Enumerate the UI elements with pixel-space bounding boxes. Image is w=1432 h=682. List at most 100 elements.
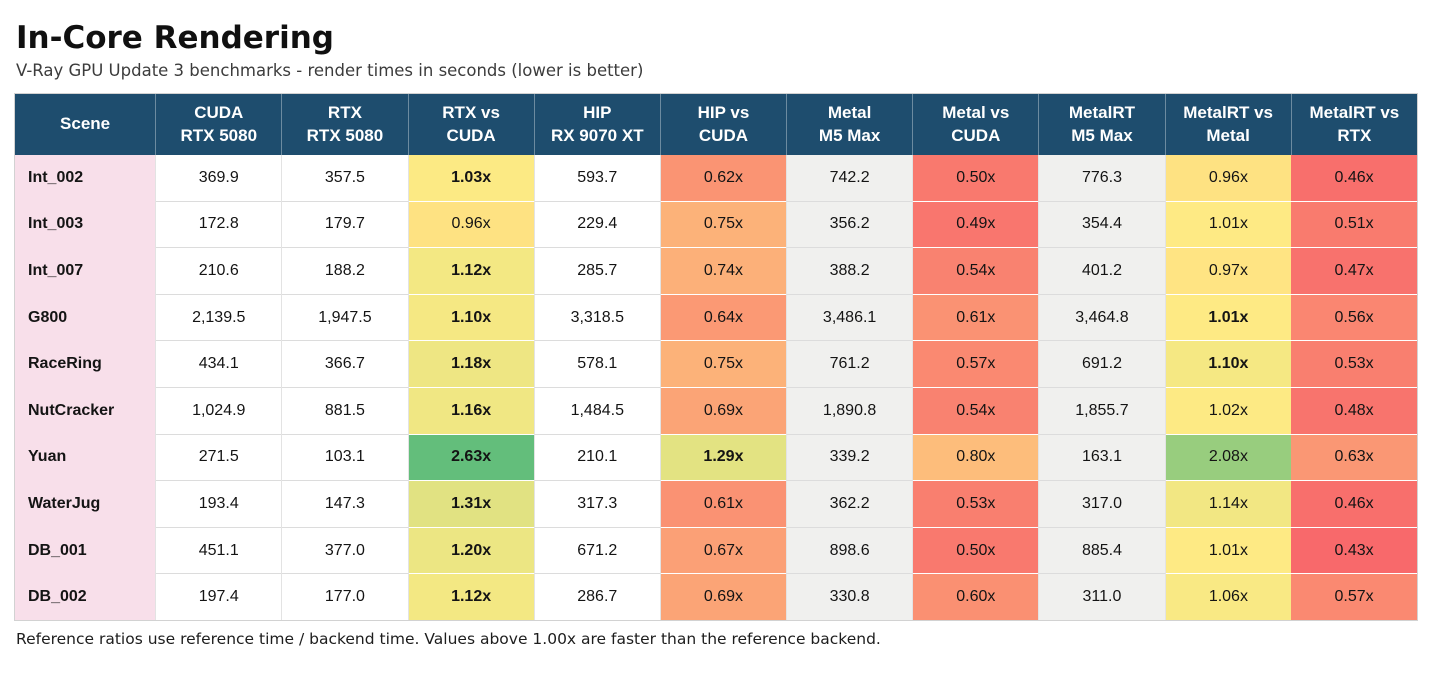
time-cell-metalrt-m5max: 163.1 — [1038, 433, 1166, 481]
time-cell-metalrt-m5max: 354.4 — [1038, 200, 1166, 248]
time-cell-metalrt-m5max: 1,855.7 — [1038, 386, 1166, 435]
ratio-cell-metalrt-vs-rtx: 0.46x — [1291, 480, 1417, 528]
column-header-metalrt-vs-metal: MetalRT vs Metal — [1164, 94, 1292, 155]
column-header-hip-vs-cuda: HIP vs CUDA — [659, 94, 787, 155]
time-cell-metalrt-m5max: 885.4 — [1038, 526, 1166, 574]
time-cell-hip-rx9070xt: 578.1 — [533, 340, 661, 388]
column-header-cuda-rtx5080: CUDA RTX 5080 — [155, 94, 282, 155]
time-cell-rtx-rtx5080: 147.3 — [281, 480, 409, 528]
ratio-cell-metalrt-vs-metal: 2.08x — [1165, 433, 1292, 481]
time-cell-cuda-rtx5080: 197.4 — [155, 573, 283, 620]
ratio-cell-metalrt-vs-metal: 1.01x — [1165, 526, 1292, 574]
time-cell-cuda-rtx5080: 451.1 — [155, 526, 283, 574]
ratio-cell-metal-vs-cuda: 0.60x — [912, 573, 1039, 620]
table-row: DB_002 197.4 177.0 1.12x 286.7 0.69x 330.8 0.60… — [15, 573, 1417, 620]
time-cell-cuda-rtx5080: 271.5 — [155, 433, 283, 481]
column-header-rtx-rtx5080: RTX RTX 5080 — [281, 94, 409, 155]
ratio-cell-metal-vs-cuda: 0.57x — [912, 340, 1039, 388]
table-row: Int_002 369.9 357.5 1.03x 593.7 0.62x 742.2 0.5… — [15, 155, 1417, 202]
ratio-cell-hip-vs-cuda: 0.69x — [660, 573, 787, 620]
time-cell-hip-rx9070xt: 286.7 — [533, 573, 661, 620]
table-row: G800 2,139.5 1,947.5 1.10x 3,318.5 0.64x 3,486… — [15, 293, 1417, 341]
ratio-cell-metalrt-vs-rtx: 0.53x — [1291, 340, 1417, 388]
header-row: Scene CUDA RTX 5080 RTX RTX 5080 RTX vs CUDA HI… — [15, 94, 1417, 155]
time-cell-cuda-rtx5080: 193.4 — [155, 480, 283, 528]
time-cell-rtx-rtx5080: 103.1 — [281, 433, 409, 481]
column-header-scene: Scene — [15, 94, 156, 155]
time-cell-cuda-rtx5080: 369.9 — [155, 155, 283, 202]
time-cell-hip-rx9070xt: 285.7 — [533, 247, 661, 295]
ratio-cell-metalrt-vs-rtx: 0.63x — [1291, 433, 1417, 481]
ratio-cell-metalrt-vs-rtx: 0.46x — [1291, 155, 1417, 202]
table-row: DB_001 451.1 377.0 1.20x 671.2 0.67x 898.6 0.50… — [15, 526, 1417, 574]
time-cell-metalrt-m5max: 401.2 — [1038, 247, 1166, 295]
table-row: Int_003 172.8 179.7 0.96x 229.4 0.75x 356.2 0.4… — [15, 200, 1417, 248]
ratio-cell-hip-vs-cuda: 0.61x — [660, 480, 787, 528]
time-cell-metal-m5max: 761.2 — [786, 340, 914, 388]
ratio-cell-metalrt-vs-metal: 1.14x — [1165, 480, 1292, 528]
ratio-cell-metalrt-vs-rtx: 0.47x — [1291, 247, 1417, 295]
ratio-cell-metal-vs-cuda: 0.50x — [912, 526, 1039, 574]
time-cell-hip-rx9070xt: 593.7 — [533, 155, 661, 202]
scene-cell: Yuan — [15, 434, 156, 481]
time-cell-rtx-rtx5080: 357.5 — [281, 155, 409, 202]
page-title: In-Core Rendering — [16, 20, 334, 56]
ratio-cell-metalrt-vs-rtx: 0.48x — [1291, 386, 1417, 435]
ratio-cell-rtx-vs-cuda: 1.20x — [408, 526, 535, 574]
ratio-cell-metalrt-vs-rtx: 0.51x — [1291, 200, 1417, 248]
ratio-cell-metalrt-vs-rtx: 0.43x — [1291, 526, 1417, 574]
time-cell-metal-m5max: 742.2 — [786, 155, 914, 202]
table-header: Scene CUDA RTX 5080 RTX RTX 5080 RTX vs CUDA HI… — [15, 94, 1417, 155]
time-cell-cuda-rtx5080: 2,139.5 — [155, 293, 283, 341]
ratio-cell-hip-vs-cuda: 0.74x — [660, 247, 787, 295]
time-cell-metal-m5max: 388.2 — [786, 247, 914, 295]
ratio-cell-metal-vs-cuda: 0.80x — [912, 433, 1039, 481]
time-cell-metalrt-m5max: 311.0 — [1038, 573, 1166, 620]
time-cell-cuda-rtx5080: 210.6 — [155, 247, 283, 295]
column-header-metalrt-vs-rtx: MetalRT vs RTX — [1290, 94, 1417, 155]
scene-cell: Int_003 — [15, 201, 156, 248]
time-cell-metal-m5max: 1,890.8 — [786, 386, 914, 435]
ratio-cell-metal-vs-cuda: 0.53x — [912, 480, 1039, 528]
ratio-cell-metalrt-vs-metal: 1.06x — [1165, 573, 1292, 620]
scene-cell: Int_007 — [15, 247, 156, 295]
scene-cell: NutCracker — [15, 387, 156, 435]
ratio-cell-metalrt-vs-metal: 1.01x — [1165, 200, 1292, 248]
table-body: Int_002 369.9 357.5 1.03x 593.7 0.62x 742.2 0.5… — [15, 155, 1417, 620]
time-cell-cuda-rtx5080: 1,024.9 — [155, 386, 283, 435]
column-header-metal-vs-cuda: Metal vs CUDA — [912, 94, 1039, 155]
time-cell-metalrt-m5max: 776.3 — [1038, 155, 1166, 202]
ratio-cell-metal-vs-cuda: 0.50x — [912, 155, 1039, 202]
scene-cell: Int_002 — [15, 155, 156, 202]
ratio-cell-metalrt-vs-metal: 0.96x — [1165, 155, 1292, 202]
ratio-cell-rtx-vs-cuda: 1.16x — [408, 386, 535, 435]
ratio-cell-rtx-vs-cuda: 1.12x — [408, 247, 535, 295]
ratio-cell-hip-vs-cuda: 0.75x — [660, 340, 787, 388]
column-header-rtx-vs-cuda: RTX vs CUDA — [407, 94, 535, 155]
ratio-cell-metalrt-vs-rtx: 0.57x — [1291, 573, 1417, 620]
page-subtitle: V-Ray GPU Update 3 benchmarks - render t… — [16, 61, 644, 80]
ratio-cell-hip-vs-cuda: 0.69x — [660, 386, 787, 435]
ratio-cell-metalrt-vs-metal: 1.01x — [1165, 293, 1292, 341]
time-cell-rtx-rtx5080: 179.7 — [281, 200, 409, 248]
time-cell-metalrt-m5max: 691.2 — [1038, 340, 1166, 388]
time-cell-rtx-rtx5080: 377.0 — [281, 526, 409, 574]
time-cell-hip-rx9070xt: 317.3 — [533, 480, 661, 528]
time-cell-hip-rx9070xt: 1,484.5 — [533, 386, 661, 435]
ratio-cell-metal-vs-cuda: 0.54x — [912, 386, 1039, 435]
time-cell-metal-m5max: 330.8 — [786, 573, 914, 620]
scene-cell: WaterJug — [15, 480, 156, 528]
ratio-cell-rtx-vs-cuda: 1.03x — [408, 155, 535, 202]
time-cell-metal-m5max: 356.2 — [786, 200, 914, 248]
ratio-cell-hip-vs-cuda: 0.67x — [660, 526, 787, 574]
ratio-cell-rtx-vs-cuda: 2.63x — [408, 433, 535, 481]
time-cell-rtx-rtx5080: 881.5 — [281, 386, 409, 435]
time-cell-cuda-rtx5080: 434.1 — [155, 340, 283, 388]
table-row: Int_007 210.6 188.2 1.12x 285.7 0.74x 388.2 0.5… — [15, 247, 1417, 295]
time-cell-metal-m5max: 898.6 — [786, 526, 914, 574]
benchmark-page: In-Core Rendering V-Ray GPU Update 3 ben… — [0, 20, 1432, 649]
ratio-cell-metal-vs-cuda: 0.49x — [912, 200, 1039, 248]
ratio-cell-metalrt-vs-metal: 0.97x — [1165, 247, 1292, 295]
column-header-metal-m5max: Metal M5 Max — [786, 94, 913, 155]
table-row: RaceRing 434.1 366.7 1.18x 578.1 0.75x 761.2 0.… — [15, 340, 1417, 388]
